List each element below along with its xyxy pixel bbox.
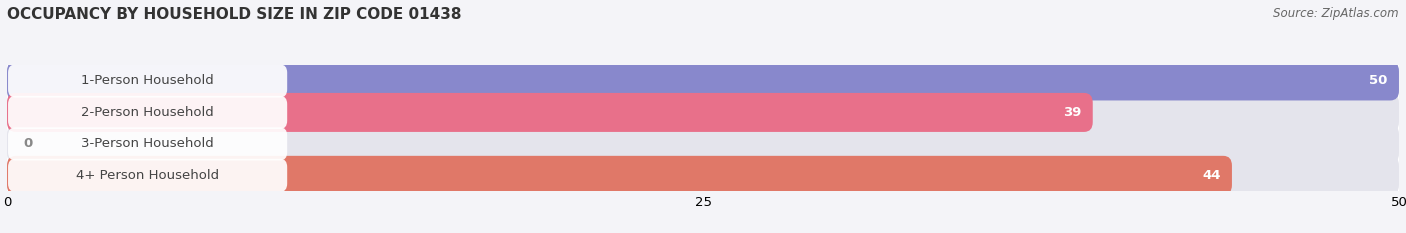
FancyBboxPatch shape [7,62,1399,100]
Text: 50: 50 [1369,75,1388,87]
Text: 4+ Person Household: 4+ Person Household [76,169,219,182]
FancyBboxPatch shape [7,156,1232,195]
Text: 39: 39 [1063,106,1081,119]
FancyBboxPatch shape [8,159,287,192]
Text: 44: 44 [1202,169,1220,182]
Text: 2-Person Household: 2-Person Household [82,106,214,119]
FancyBboxPatch shape [7,124,1399,163]
Text: 1-Person Household: 1-Person Household [82,75,214,87]
Text: 0: 0 [24,137,32,150]
FancyBboxPatch shape [8,127,287,161]
FancyBboxPatch shape [7,156,1399,195]
Text: 3-Person Household: 3-Person Household [82,137,214,150]
FancyBboxPatch shape [7,62,1399,100]
Text: OCCUPANCY BY HOUSEHOLD SIZE IN ZIP CODE 01438: OCCUPANCY BY HOUSEHOLD SIZE IN ZIP CODE … [7,7,461,22]
FancyBboxPatch shape [7,93,1399,132]
FancyBboxPatch shape [8,96,287,129]
FancyBboxPatch shape [8,64,287,98]
FancyBboxPatch shape [7,93,1092,132]
Text: Source: ZipAtlas.com: Source: ZipAtlas.com [1274,7,1399,20]
